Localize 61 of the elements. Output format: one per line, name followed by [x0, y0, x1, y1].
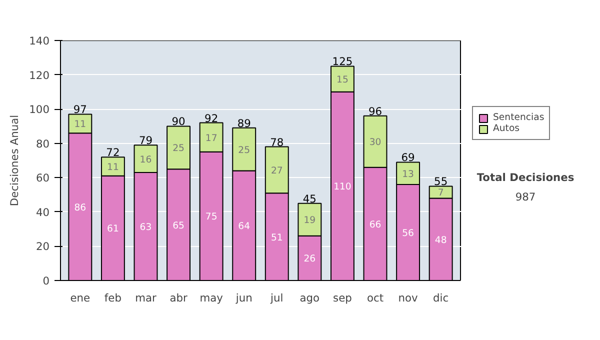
x-tick-label: mar — [135, 292, 158, 304]
data-label: 25 — [238, 144, 250, 156]
total-label: 72 — [106, 146, 120, 160]
total-label: 125 — [332, 55, 353, 68]
x-tick-label: oct — [366, 292, 384, 304]
x-tick-label: abr — [170, 292, 188, 304]
x-tick-label: jun — [234, 292, 252, 304]
data-label: 15 — [336, 74, 348, 86]
y-tick-label: 80 — [36, 137, 50, 150]
total-label: 92 — [204, 112, 218, 125]
y-tick-label: 0 — [42, 274, 50, 288]
total-label: 79 — [138, 134, 153, 148]
data-label: 11 — [74, 119, 86, 130]
total-label: 96 — [368, 104, 382, 118]
x-tick-label: may — [200, 292, 223, 304]
total-label: 55 — [434, 175, 448, 188]
data-label: 75 — [205, 212, 218, 223]
data-label: 86 — [74, 202, 86, 214]
total-label: 89 — [237, 116, 252, 130]
data-label: 56 — [402, 228, 414, 239]
x-tick-label: ago — [300, 292, 320, 304]
total-label: 78 — [270, 136, 284, 149]
text: 987 — [515, 190, 536, 204]
data-label: 110 — [334, 182, 352, 193]
data-label: 17 — [205, 132, 218, 144]
data-label: 13 — [402, 168, 414, 180]
total-label: 69 — [401, 151, 416, 164]
data-label: 51 — [270, 232, 283, 244]
data-label: 16 — [140, 154, 152, 166]
legend-label: Autos — [493, 123, 520, 134]
total-label: 45 — [302, 192, 316, 206]
y-tick-label: 120 — [29, 68, 50, 82]
total-label: 90 — [172, 115, 186, 128]
x-tick-label: sep — [333, 292, 352, 304]
data-label: 61 — [107, 224, 119, 235]
data-label: 11 — [107, 162, 119, 173]
x-tick-label: dic — [433, 292, 449, 304]
x-tick-label: nov — [398, 292, 418, 304]
x-tick-label: jul — [270, 292, 284, 304]
data-label: 65 — [172, 220, 185, 232]
data-label: 30 — [369, 137, 382, 148]
data-label: 48 — [434, 234, 447, 246]
data-label: 7 — [438, 188, 444, 199]
y-tick-label: 40 — [36, 206, 50, 219]
x-tick-label: ene — [70, 292, 90, 304]
data-label: 26 — [304, 254, 316, 265]
y-tick-label: 20 — [36, 240, 50, 254]
y-tick-label: 100 — [29, 103, 50, 116]
data-label: 19 — [304, 215, 316, 226]
y-axis-title: Decisiones Anual — [8, 114, 22, 206]
y-tick-label: 140 — [29, 34, 50, 48]
y-tick-label: 60 — [36, 172, 50, 185]
text: Total Decisiones — [476, 170, 574, 184]
data-label: 64 — [238, 221, 250, 232]
x-tick-label: feb — [104, 292, 122, 304]
data-label: 66 — [369, 219, 382, 230]
total-label: 97 — [73, 103, 87, 116]
data-label: 25 — [172, 143, 185, 154]
legend-label: Sentencias — [493, 112, 544, 123]
data-label: 27 — [270, 165, 283, 176]
data-label: 63 — [140, 222, 152, 233]
